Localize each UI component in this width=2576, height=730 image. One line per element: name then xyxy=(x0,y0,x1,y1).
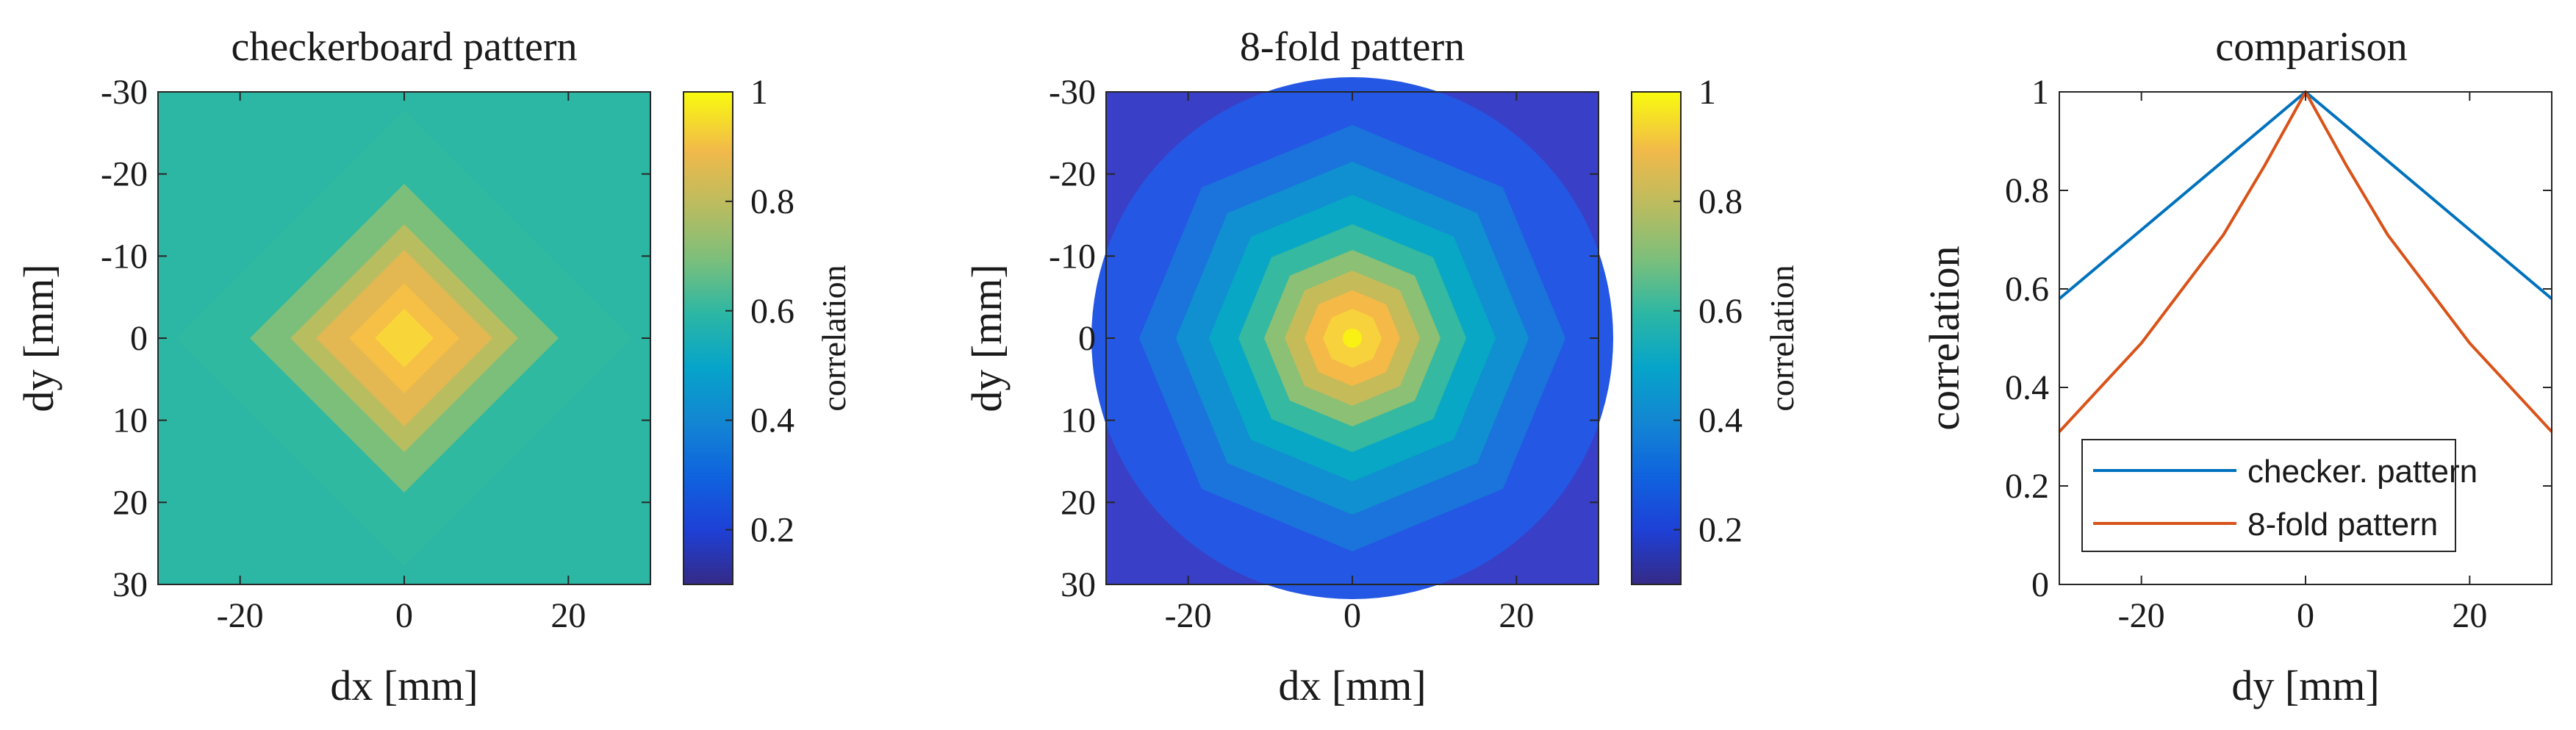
legend-entry-8-fold: 8-fold pattern xyxy=(2247,507,2438,543)
line-ticks: -20 0 20 0 0.2 0.4 0.6 0.8 1 xyxy=(2005,73,2552,635)
x-tick-label: 20 xyxy=(1499,596,1534,635)
x-axis-label: dx [mm] xyxy=(330,662,478,709)
colorbar-tick-label: 0.4 xyxy=(1698,401,1743,440)
colorbar-tick-label: 0.8 xyxy=(1698,182,1743,221)
chart-title: comparison xyxy=(2215,24,2407,70)
y-tick-label: 0.2 xyxy=(2005,467,2049,506)
colorbar-label: correlation xyxy=(1763,265,1801,411)
x-tick-label: -20 xyxy=(1165,596,1212,635)
colorbar xyxy=(683,91,733,585)
y-tick-label: -30 xyxy=(1049,73,1096,112)
legend: checker. pattern 8-fold pattern xyxy=(2081,439,2478,552)
y-tick-label: 20 xyxy=(112,483,148,522)
x-tick-label: 20 xyxy=(550,596,586,635)
y-axis-label: correlation xyxy=(1920,246,1968,430)
y-tick-label: 30 xyxy=(1061,565,1096,604)
heatmap-image-group xyxy=(1091,77,1613,599)
y-axis-label: dy [mm] xyxy=(15,264,62,412)
y-tick-label: -10 xyxy=(101,237,148,276)
colorbar-tick-label: 0.4 xyxy=(750,401,794,440)
heatmap-panel-checkerboard: checkerboard pattern -20 0 20 -30 -20 -10 0 10 2… xyxy=(15,24,853,709)
x-axis-label: dx [mm] xyxy=(1278,662,1426,709)
legend-entry-checker: checker. pattern xyxy=(2247,454,2478,490)
chart-title: 8-fold pattern xyxy=(1240,24,1465,70)
y-tick-label: 0 xyxy=(130,319,148,358)
y-tick-label: 0 xyxy=(2031,565,2049,604)
y-tick-label: 30 xyxy=(112,565,148,604)
colorbar xyxy=(1631,91,1682,585)
y-tick-label: -10 xyxy=(1049,237,1096,276)
colorbar-tick-label: 1 xyxy=(1698,73,1716,112)
colorbar-tick-label: 0.6 xyxy=(1698,292,1743,331)
heatmap-image-group xyxy=(158,92,650,584)
x-tick-label: -20 xyxy=(2118,596,2165,635)
colorbar-tick-label: 1 xyxy=(750,73,768,112)
heatmap-contour-0.95 xyxy=(375,309,434,368)
y-tick-label: 0.6 xyxy=(2005,270,2049,309)
y-tick-label: 10 xyxy=(1061,401,1096,440)
colorbar-ticks: 0.2 0.4 0.6 0.8 1 xyxy=(725,73,794,550)
y-tick-label: 20 xyxy=(1061,483,1096,522)
y-tick-label: 10 xyxy=(112,401,148,440)
heatmap-peak xyxy=(1343,329,1362,348)
x-tick-label: 20 xyxy=(2452,596,2487,635)
y-tick-label: 1 xyxy=(2031,73,2049,112)
colorbar-tick-label: 0.8 xyxy=(750,182,794,221)
legend-box xyxy=(2081,439,2456,552)
chart-title: checkerboard pattern xyxy=(231,24,577,70)
x-tick-label: 0 xyxy=(1343,596,1361,635)
heatmap-ticks: -20 0 20 -30 -20 -10 0 10 20 30 xyxy=(1049,73,1599,635)
colorbar-ticks: 0.2 0.4 0.6 0.8 1 xyxy=(1673,73,1743,550)
y-tick-label: -30 xyxy=(101,73,148,112)
x-axis-label: dy [mm] xyxy=(2231,662,2379,709)
y-tick-label: 0.4 xyxy=(2005,368,2049,407)
y-tick-label: -20 xyxy=(101,155,148,194)
y-tick-label: 0 xyxy=(1078,319,1096,358)
x-tick-label: 0 xyxy=(2297,596,2314,635)
x-tick-label: -20 xyxy=(217,596,264,635)
colorbar-tick-label: 0.2 xyxy=(750,511,794,550)
x-tick-label: 0 xyxy=(395,596,413,635)
y-axis-label: dy [mm] xyxy=(963,264,1011,412)
colorbar-tick-label: 0.6 xyxy=(750,292,794,331)
heatmap-ticks: -20 0 20 -30 -20 -10 0 10 20 30 xyxy=(101,73,650,635)
colorbar-tick-label: 0.2 xyxy=(1698,511,1743,550)
colorbar-label: correlation xyxy=(815,265,853,411)
heatmap-panel-8-fold: 8-fold pattern -20 0 20 -30 -20 -10 0 10 20 30 dx… xyxy=(963,24,1801,709)
y-tick-label: -20 xyxy=(1049,155,1096,194)
y-tick-label: 0.8 xyxy=(2005,171,2049,210)
